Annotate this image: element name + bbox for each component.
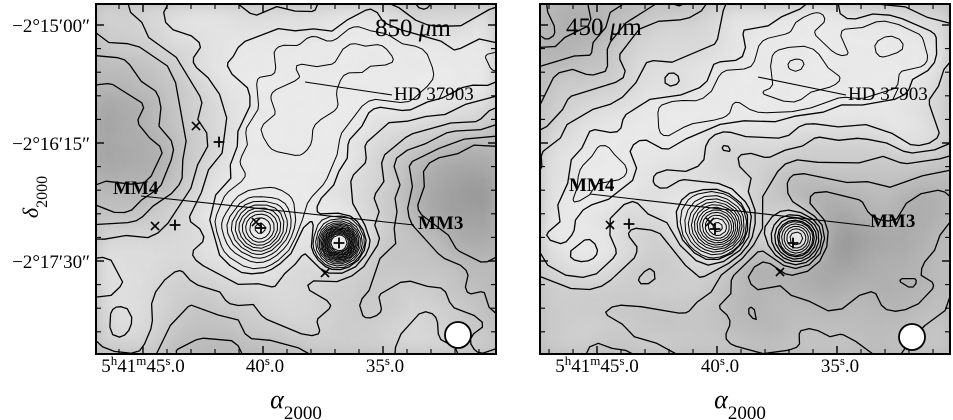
svg-text:MM3: MM3 [870,211,915,232]
svg-text:−2°15′00″: −2°15′00″ [12,16,90,37]
svg-text:−2°16′15″: −2°16′15″ [12,134,90,155]
svg-text:HD 37903: HD 37903 [848,84,928,105]
svg-text:850 μm: 850 μm [375,15,451,42]
svg-text:450 μm: 450 μm [566,14,642,41]
svg-text:MM4: MM4 [569,175,615,196]
svg-text:MM4: MM4 [113,178,159,199]
svg-text:−2°17′30″: −2°17′30″ [12,252,90,273]
svg-text:MM3: MM3 [418,213,463,234]
svg-text:HD 37903: HD 37903 [394,84,474,105]
